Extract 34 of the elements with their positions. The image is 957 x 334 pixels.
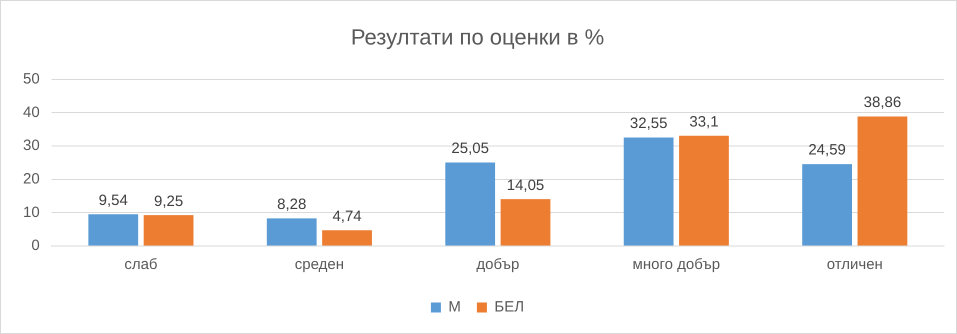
bar xyxy=(322,230,372,246)
data-label: 25,05 xyxy=(451,140,489,158)
chart-title: Резултати по оценки в % xyxy=(350,24,604,50)
bar xyxy=(144,215,194,246)
data-label: 14,05 xyxy=(506,176,544,194)
data-label: 8,28 xyxy=(277,196,306,214)
x-tick-label: добър xyxy=(476,256,520,274)
y-tick-label: 50 xyxy=(22,70,40,88)
bar xyxy=(500,199,550,246)
bar xyxy=(624,138,674,246)
legend-label: М xyxy=(448,298,461,316)
data-label: 33,1 xyxy=(689,113,719,130)
data-label: 4,74 xyxy=(332,208,362,225)
data-label: 32,55 xyxy=(630,115,668,132)
data-label: 9,25 xyxy=(154,192,184,210)
y-tick-label: 20 xyxy=(22,170,40,188)
data-label: 24,59 xyxy=(808,142,846,159)
y-tick-label: 0 xyxy=(31,237,40,254)
bar xyxy=(858,116,908,246)
bar xyxy=(802,164,852,246)
bar xyxy=(679,136,729,246)
data-label: 9,54 xyxy=(98,192,128,209)
x-tick-label: много добър xyxy=(632,256,720,274)
y-tick-label: 30 xyxy=(22,137,40,154)
bar xyxy=(266,218,317,246)
data-label: 38,86 xyxy=(864,94,902,112)
y-tick-label: 40 xyxy=(22,104,40,121)
bar xyxy=(445,162,496,246)
y-tick-label: 10 xyxy=(22,204,40,221)
x-tick-label: слаб xyxy=(124,256,158,274)
x-tick-label: среден xyxy=(294,256,344,274)
legend-label: БЕЛ xyxy=(494,298,524,316)
x-tick-label: отличен xyxy=(826,256,883,274)
bar xyxy=(88,214,138,246)
